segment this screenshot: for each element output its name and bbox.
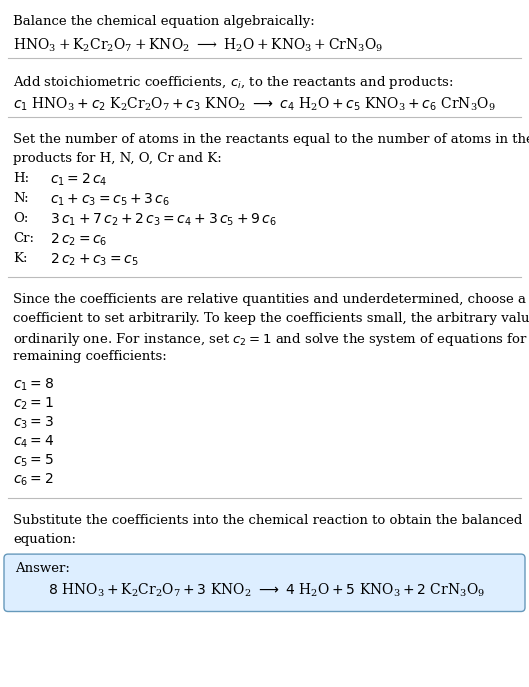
Text: $c_4 = 4$: $c_4 = 4$ bbox=[13, 433, 54, 450]
Text: $c_2 = 1$: $c_2 = 1$ bbox=[13, 396, 54, 412]
Text: Answer:: Answer: bbox=[15, 562, 70, 575]
Text: $\ \ 2\,c_2 = c_6$: $\ \ 2\,c_2 = c_6$ bbox=[41, 232, 107, 248]
Text: $\ \ c_1 + c_3 = c_5 + 3\,c_6$: $\ \ c_1 + c_3 = c_5 + 3\,c_6$ bbox=[41, 192, 170, 208]
Text: O:: O: bbox=[13, 212, 29, 225]
Text: Cr:: Cr: bbox=[13, 232, 34, 245]
Text: Since the coefficients are relative quantities and underdetermined, choose a: Since the coefficients are relative quan… bbox=[13, 293, 526, 306]
FancyBboxPatch shape bbox=[4, 554, 525, 611]
Text: $c_1\ \mathregular{HNO_3} + c_2\ \mathregular{K_2Cr_2O_7} + c_3\ \mathregular{KN: $c_1\ \mathregular{HNO_3} + c_2\ \mathre… bbox=[13, 95, 496, 113]
Text: Balance the chemical equation algebraically:: Balance the chemical equation algebraica… bbox=[13, 15, 315, 28]
Text: $\ \ 2\,c_2 + c_3 = c_5$: $\ \ 2\,c_2 + c_3 = c_5$ bbox=[41, 251, 139, 268]
Text: Substitute the coefficients into the chemical reaction to obtain the balanced: Substitute the coefficients into the che… bbox=[13, 514, 522, 527]
Text: $c_6 = 2$: $c_6 = 2$ bbox=[13, 471, 53, 488]
Text: N:: N: bbox=[13, 192, 29, 205]
Text: equation:: equation: bbox=[13, 533, 76, 545]
Text: K:: K: bbox=[13, 251, 28, 264]
Text: $c_5 = 5$: $c_5 = 5$ bbox=[13, 453, 54, 469]
Text: $c_1 = 8$: $c_1 = 8$ bbox=[13, 376, 54, 393]
Text: Add stoichiometric coefficients, $c_i$, to the reactants and products:: Add stoichiometric coefficients, $c_i$, … bbox=[13, 74, 453, 91]
Text: H:: H: bbox=[13, 172, 29, 185]
Text: remaining coefficients:: remaining coefficients: bbox=[13, 350, 167, 363]
Text: products for H, N, O, Cr and K:: products for H, N, O, Cr and K: bbox=[13, 152, 222, 165]
Text: Set the number of atoms in the reactants equal to the number of atoms in the: Set the number of atoms in the reactants… bbox=[13, 133, 529, 146]
Text: $8\ \mathregular{HNO_3} + \mathregular{K_2Cr_2O_7} + 3\ \mathregular{KNO_2}\ \lo: $8\ \mathregular{HNO_3} + \mathregular{K… bbox=[48, 581, 485, 598]
Text: $\ \ 3\,c_1 + 7\,c_2 + 2\,c_3 = c_4 + 3\,c_5 + 9\,c_6$: $\ \ 3\,c_1 + 7\,c_2 + 2\,c_3 = c_4 + 3\… bbox=[41, 212, 277, 228]
Text: $c_3 = 3$: $c_3 = 3$ bbox=[13, 414, 54, 431]
Text: $\ \ c_1 = 2\,c_4$: $\ \ c_1 = 2\,c_4$ bbox=[41, 172, 107, 188]
Text: ordinarily one. For instance, set $c_2 = 1$ and solve the system of equations fo: ordinarily one. For instance, set $c_2 =… bbox=[13, 331, 529, 348]
Text: $\mathregular{HNO_3 + K_2Cr_2O_7 + KNO_2}$$\ \mathregular{\longrightarrow\ H_2O : $\mathregular{HNO_3 + K_2Cr_2O_7 + KNO_2… bbox=[13, 37, 384, 54]
Text: coefficient to set arbitrarily. To keep the coefficients small, the arbitrary va: coefficient to set arbitrarily. To keep … bbox=[13, 312, 529, 325]
